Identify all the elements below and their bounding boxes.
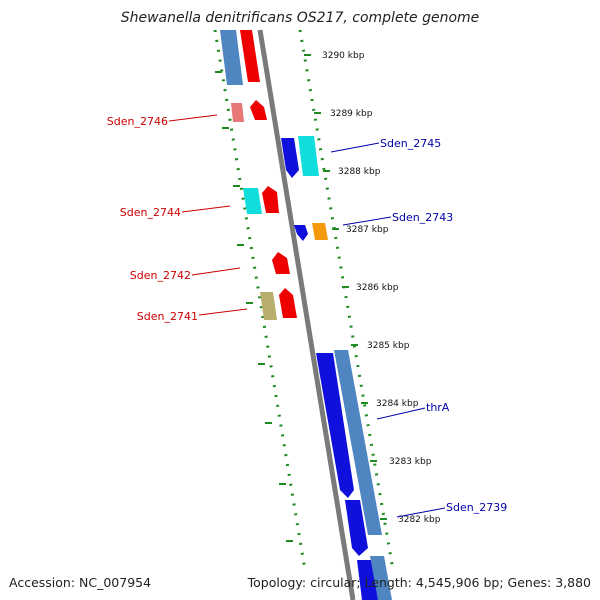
label-leader <box>330 142 380 153</box>
tick-label: 3282 kbp <box>398 515 441 525</box>
feature-top-steelblue <box>220 30 243 85</box>
tick-3289: 3289 kbp <box>314 109 373 119</box>
label-sden-2739: Sden_2739 <box>396 501 507 518</box>
label-leader <box>396 507 446 518</box>
feature-thra-steelblue <box>334 350 382 535</box>
feature-top-red <box>240 30 260 82</box>
tick-3288: 3288 kbp <box>323 167 381 177</box>
label-leader <box>376 407 426 420</box>
gene-label: Sden_2746 <box>107 115 168 128</box>
label-leader <box>181 205 231 213</box>
label-sden-2745: Sden_2745 <box>330 137 441 153</box>
label-sden-2742: Sden_2742 <box>130 267 241 282</box>
label-sden-2743: Sden_2743 <box>342 211 453 226</box>
label-leader <box>191 267 241 276</box>
label-leader <box>198 308 248 316</box>
tick-3285: 3285 kbp <box>351 341 410 351</box>
feature-cyan-left <box>243 188 262 214</box>
feature-sden-2739 <box>345 500 368 556</box>
tick-3284: 3284 kbp <box>361 399 419 409</box>
feature-sden-2746 <box>250 100 267 120</box>
feature-bottom-steelblue <box>370 556 392 600</box>
feature-pink <box>231 103 244 122</box>
right-outer-dotted-border <box>298 29 395 571</box>
label-sden-2744: Sden_2744 <box>120 205 231 219</box>
tick-3286: 3286 kbp <box>342 283 399 293</box>
gene-label: Sden_2739 <box>446 501 507 514</box>
tick-label: 3287 kbp <box>346 225 389 235</box>
feature-khaki <box>260 292 277 320</box>
feature-sden-2742 <box>272 252 290 274</box>
left-outer-dotted-border <box>213 29 307 571</box>
tick-label: 3283 kbp <box>389 457 432 467</box>
feature-blue-small <box>294 225 308 241</box>
label-thra: thrA <box>376 401 450 420</box>
backbone-line <box>257 29 356 600</box>
label-leader <box>168 114 218 122</box>
tick-label: 3289 kbp <box>330 109 373 119</box>
label-leader <box>342 216 392 226</box>
label-sden-2741: Sden_2741 <box>137 308 248 323</box>
accession-text: Accession: NC_007954 <box>9 575 152 590</box>
gene-label: Sden_2745 <box>380 137 441 150</box>
map-title: Shewanella denitrificans OS217, complete… <box>120 10 480 26</box>
tick-label: 3288 kbp <box>338 167 381 177</box>
tick-label: 3284 kbp <box>376 399 419 409</box>
feature-sden-2745-cyan <box>298 136 319 176</box>
tick-label: 3290 kbp <box>322 51 365 61</box>
gene-label: Sden_2743 <box>392 211 453 224</box>
gene-label: Sden_2741 <box>137 310 198 323</box>
label-sden-2746: Sden_2746 <box>107 114 218 128</box>
gene-label: Sden_2744 <box>120 206 181 219</box>
inner-ring-ticks <box>215 71 293 542</box>
feature-thra <box>316 353 354 498</box>
feature-sden-2744 <box>262 186 279 213</box>
feature-sden-2743 <box>312 223 328 240</box>
tick-3290: 3290 kbp <box>304 51 365 61</box>
tick-3283: 3283 kbp <box>370 457 432 467</box>
tick-label: 3285 kbp <box>367 341 410 351</box>
tick-3287: 3287 kbp <box>332 225 389 235</box>
tick-3282: 3282 kbp <box>380 515 441 525</box>
feature-sden-2745-blue <box>281 138 299 178</box>
genome-stats-text: Topology: circular; Length: 4,545,906 bp… <box>247 575 591 590</box>
tick-label: 3286 kbp <box>356 283 399 293</box>
gene-label: thrA <box>426 401 450 414</box>
gene-label: Sden_2742 <box>130 269 191 282</box>
feature-sden-2741 <box>279 288 297 318</box>
